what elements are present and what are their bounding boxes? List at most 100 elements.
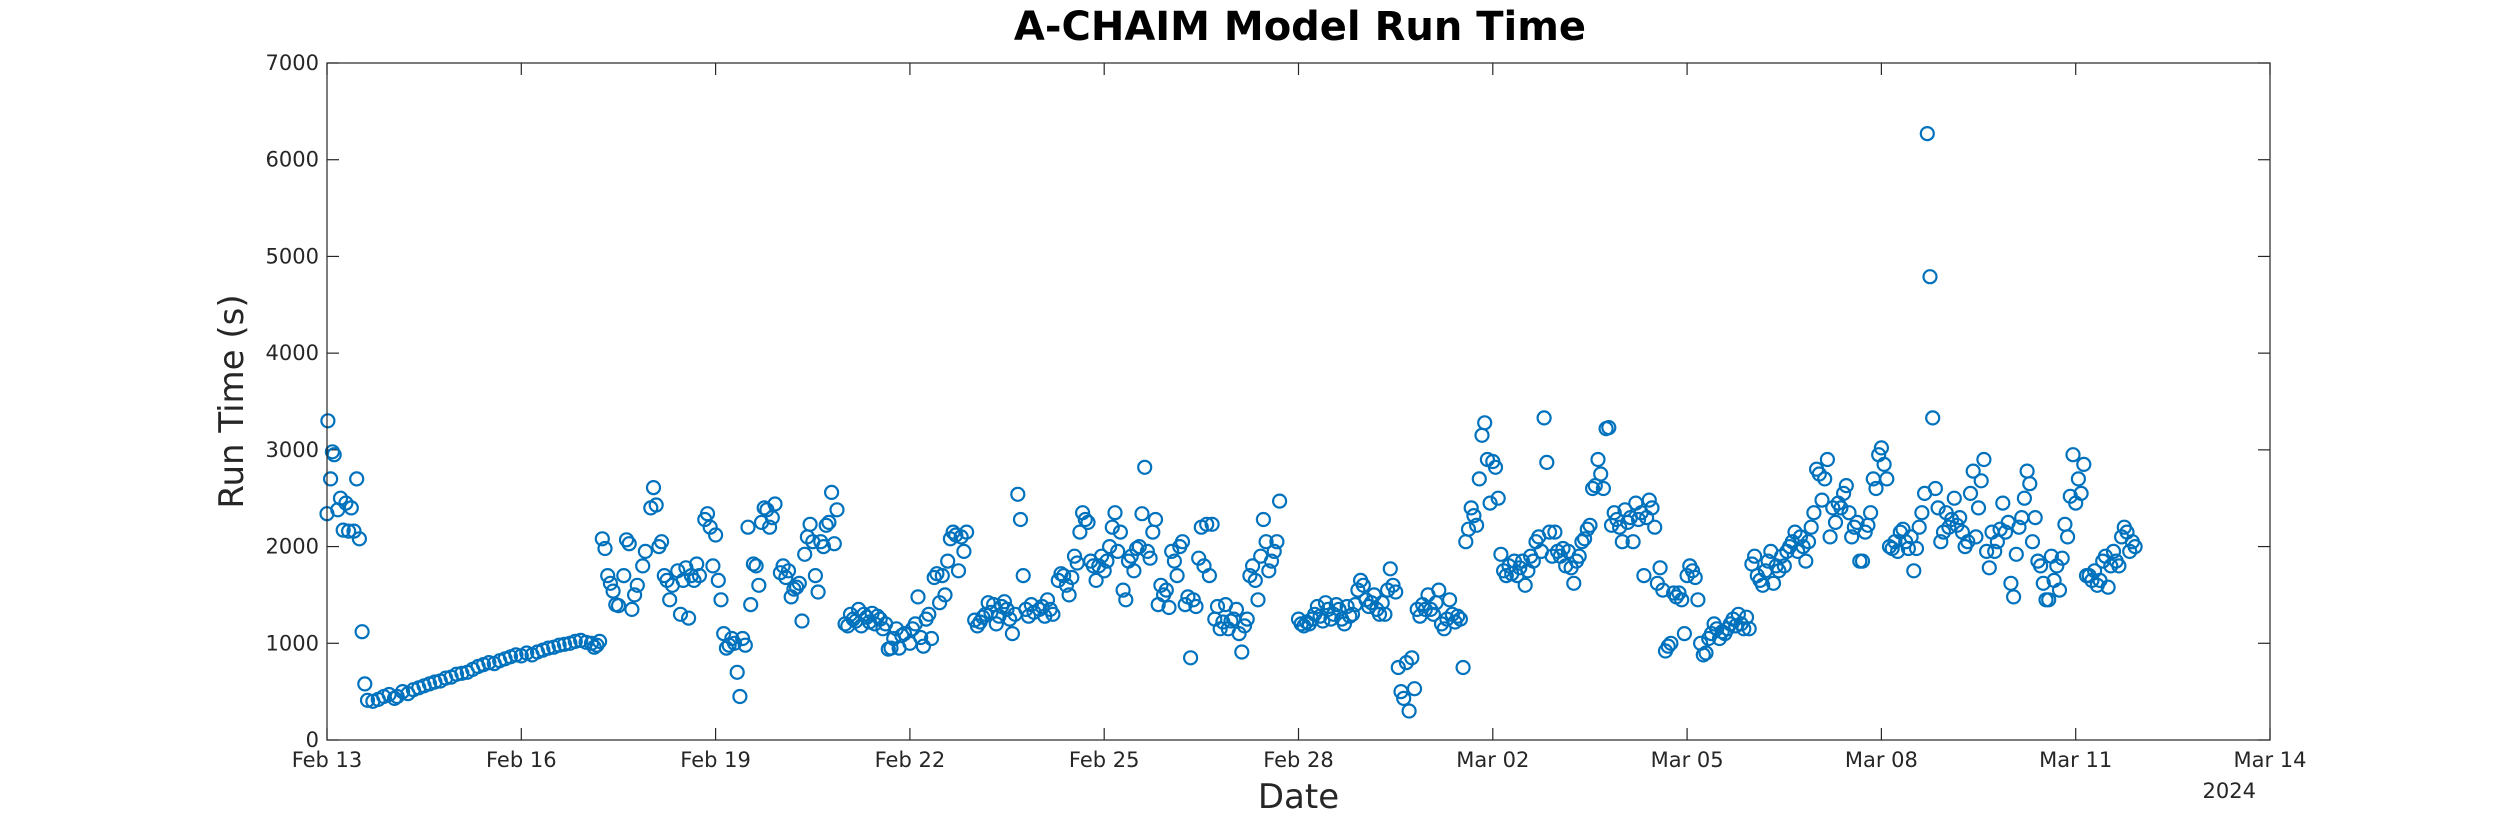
data-point	[594, 531, 610, 547]
data-point	[791, 575, 807, 591]
data-point	[1317, 595, 1334, 611]
data-point	[2100, 579, 2116, 595]
y-tick-label: 5000	[266, 244, 319, 268]
data-point	[815, 538, 832, 555]
data-point	[1188, 598, 1204, 615]
data-point	[1822, 529, 1838, 545]
chart-title: A-CHAIM Model Run Time	[1014, 4, 1586, 50]
data-point	[1857, 524, 1873, 540]
data-point	[1525, 553, 1541, 569]
data-point	[794, 613, 810, 629]
data-point	[1474, 427, 1490, 443]
x-tick-label: Feb 16	[486, 748, 557, 772]
data-point	[2065, 447, 2081, 463]
data-point	[937, 587, 953, 603]
data-point	[1452, 611, 1469, 627]
data-point	[950, 563, 967, 579]
data-point	[910, 589, 926, 605]
data-point	[653, 534, 670, 550]
data-point	[2054, 550, 2070, 566]
data-point	[2024, 534, 2041, 550]
data-point	[2076, 456, 2092, 472]
data-point	[335, 522, 351, 538]
data-point	[713, 592, 729, 608]
data-point	[354, 624, 370, 640]
data-point	[1849, 514, 1865, 531]
data-point	[1582, 517, 1598, 533]
data-point	[1606, 505, 1622, 521]
data-point	[1466, 507, 1482, 524]
data-point	[778, 569, 794, 586]
data-point	[1644, 500, 1660, 516]
data-point	[926, 569, 942, 586]
x-axis-label: Date	[1258, 777, 1339, 817]
data-point	[1844, 529, 1860, 545]
data-point	[508, 647, 524, 663]
data-point	[1263, 553, 1280, 569]
data-point	[1684, 563, 1701, 579]
data-point	[810, 584, 826, 600]
data-point	[1487, 459, 1504, 475]
data-point	[2019, 463, 2035, 479]
data-point	[1835, 485, 1852, 501]
data-point	[1978, 543, 1995, 560]
data-point	[1417, 601, 1433, 618]
data-point	[1641, 492, 1657, 508]
data-point	[1941, 519, 1957, 535]
x-axis: Feb 13 Feb 16 Feb 19 Feb 22 Feb 25 Feb 28 Mar …	[292, 63, 2307, 772]
data-point	[1806, 505, 1822, 521]
data-point	[1817, 471, 1833, 487]
data-point	[1261, 563, 1277, 579]
data-point	[662, 592, 678, 608]
data-point	[323, 471, 339, 487]
data-point	[1997, 524, 2014, 540]
data-point	[1968, 529, 1984, 545]
data-point	[1695, 647, 1711, 663]
data-point	[915, 638, 932, 654]
data-point	[996, 594, 1013, 610]
data-point	[1228, 601, 1245, 618]
data-point	[1366, 587, 1382, 603]
data-point	[913, 629, 929, 646]
data-point	[934, 567, 950, 584]
data-point	[1455, 659, 1471, 676]
data-point	[1209, 598, 1226, 615]
y-tick-label: 3000	[266, 438, 319, 462]
data-point	[1765, 575, 1782, 591]
data-point	[829, 502, 845, 518]
data-point	[1247, 572, 1263, 589]
data-point	[1976, 451, 1992, 468]
data-point	[1547, 524, 1563, 540]
data-point	[597, 540, 613, 557]
data-point	[1271, 493, 1288, 509]
data-point	[624, 601, 640, 618]
data-point	[1101, 538, 1118, 555]
data-point	[1933, 534, 1949, 550]
data-point	[602, 575, 619, 591]
data-point	[629, 577, 645, 593]
y-tick-label: 7000	[266, 51, 319, 75]
data-point	[1541, 524, 1558, 540]
data-point	[1803, 519, 1819, 535]
data-point	[540, 640, 556, 656]
data-point	[1250, 592, 1266, 608]
data-point	[320, 413, 336, 429]
data-point	[1536, 410, 1552, 426]
data-point	[894, 627, 910, 644]
data-point	[2003, 575, 2019, 591]
data-point	[1517, 577, 1533, 593]
data-point	[818, 517, 834, 533]
data-point	[448, 666, 465, 682]
data-point	[1460, 521, 1477, 537]
data-point	[481, 654, 497, 671]
data-point	[343, 500, 359, 516]
data-point	[1139, 543, 1156, 560]
data-point	[1595, 480, 1612, 497]
data-point	[1630, 511, 1647, 528]
x-tick-label: Feb 22	[875, 748, 946, 772]
data-point	[1388, 584, 1404, 600]
data-point	[2011, 519, 2027, 535]
data-point	[923, 630, 940, 647]
data-point	[1873, 440, 1890, 456]
data-point	[1776, 558, 1792, 574]
